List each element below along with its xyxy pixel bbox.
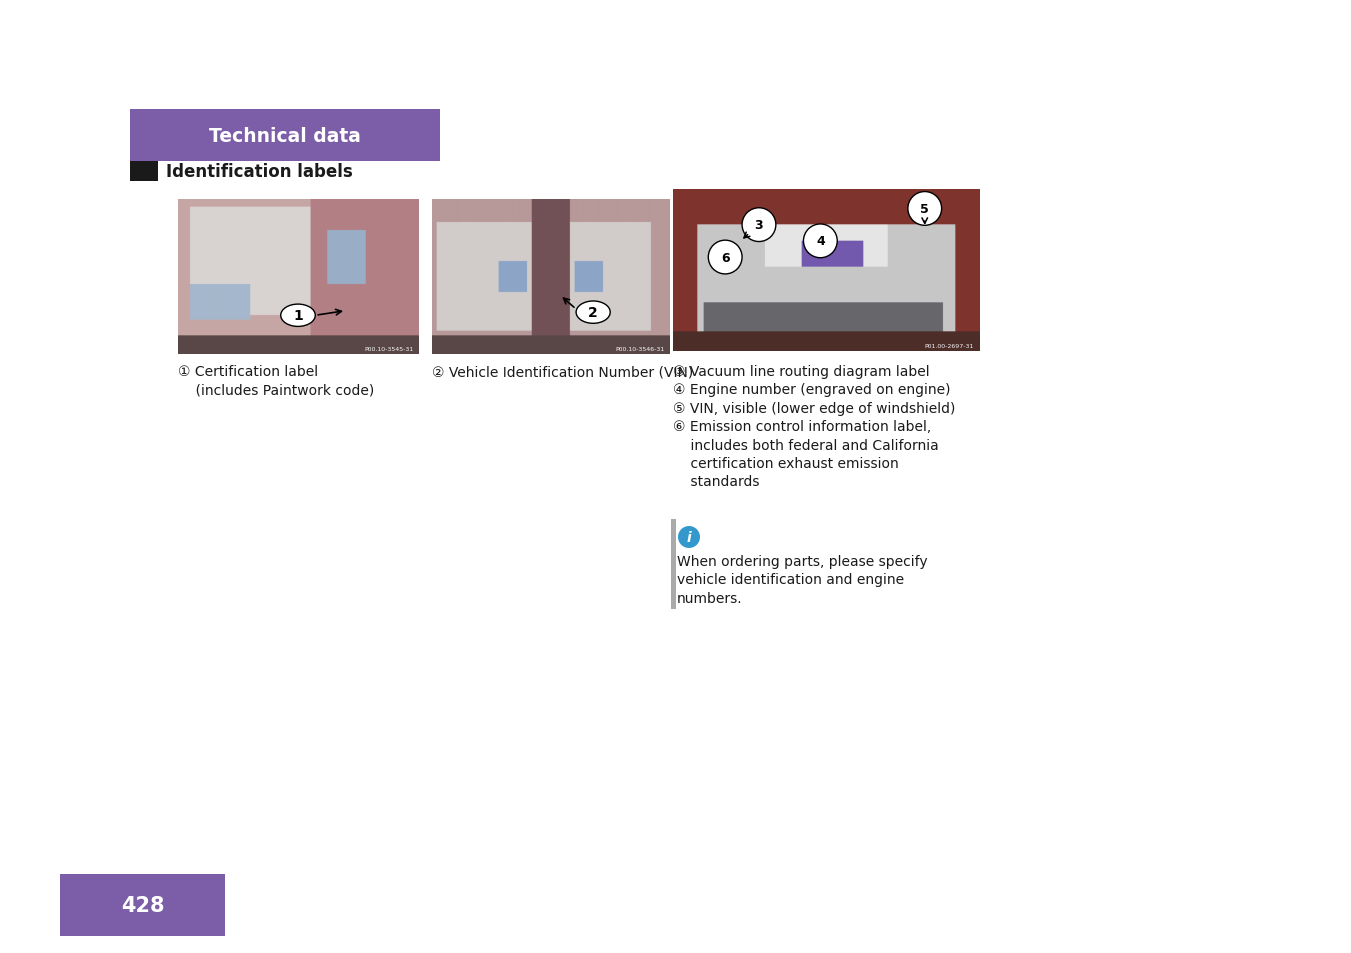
Ellipse shape: [742, 209, 775, 242]
Bar: [671, 519, 676, 609]
Text: 428: 428: [120, 895, 165, 915]
Ellipse shape: [708, 241, 742, 274]
Bar: [59, 874, 226, 936]
Text: 3: 3: [755, 219, 763, 232]
Text: Technical data: Technical data: [209, 127, 361, 146]
Circle shape: [576, 302, 611, 324]
Text: When ordering parts, please specify
vehicle identification and engine
numbers.: When ordering parts, please specify vehi…: [677, 555, 928, 605]
Text: P00.10-3545-31: P00.10-3545-31: [363, 347, 413, 352]
Text: 1: 1: [293, 309, 303, 323]
Text: P00.10-3546-31: P00.10-3546-31: [615, 347, 665, 352]
Text: i: i: [686, 531, 692, 544]
Text: P01.00-2697-31: P01.00-2697-31: [924, 343, 974, 349]
Bar: [130, 110, 440, 162]
Bar: [130, 162, 158, 182]
Text: 4: 4: [816, 235, 824, 248]
Ellipse shape: [908, 193, 942, 226]
Circle shape: [281, 305, 315, 327]
Text: ① Certification label
    (includes Paintwork code): ① Certification label (includes Paintwor…: [178, 365, 374, 397]
Text: ③ Vacuum line routing diagram label
④ Engine number (engraved on engine)
⑤ VIN, : ③ Vacuum line routing diagram label ④ En…: [673, 365, 955, 489]
Text: 2: 2: [588, 306, 598, 320]
Text: 5: 5: [920, 203, 929, 215]
Text: Identification labels: Identification labels: [166, 163, 353, 181]
Circle shape: [678, 526, 700, 548]
Text: 6: 6: [721, 252, 730, 264]
Text: ② Vehicle Identification Number (VIN): ② Vehicle Identification Number (VIN): [432, 365, 693, 378]
Ellipse shape: [804, 225, 838, 258]
